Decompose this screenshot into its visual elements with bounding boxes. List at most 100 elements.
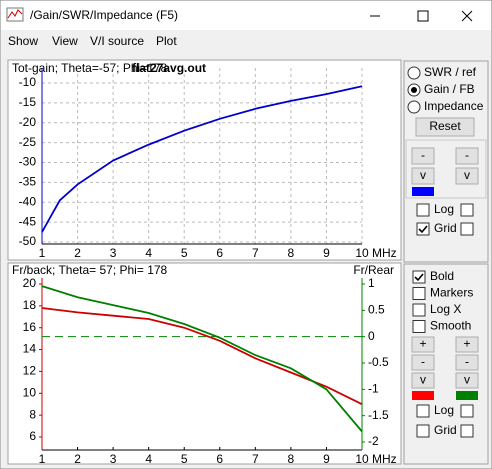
checkbox-label: Log: [434, 403, 454, 417]
checkbox[interactable]: [412, 320, 426, 333]
data-line: [41, 85, 363, 233]
color-swatch[interactable]: [412, 187, 434, 196]
y-tick-label: 14: [23, 342, 37, 356]
menu-item[interactable]: Plot: [156, 34, 177, 48]
checkbox-label: Markers: [430, 286, 473, 300]
chart-panel: [7, 59, 402, 261]
menu-item[interactable]: View: [52, 34, 78, 48]
button[interactable]: [455, 372, 479, 389]
y2-tick-label: 0: [368, 329, 375, 343]
y-tick-label: 10: [23, 385, 37, 399]
file-name: flat27avg.out: [132, 61, 206, 75]
checkbox[interactable]: [412, 287, 426, 300]
checkbox[interactable]: [412, 303, 426, 317]
x-tick-label: 7: [252, 452, 259, 466]
button-label: v: [464, 168, 470, 182]
check-mark: [418, 225, 428, 234]
check-mark: [414, 273, 424, 282]
checkbox[interactable]: [416, 404, 430, 418]
x-tick-label: 3: [110, 452, 117, 466]
radio-label: SWR / ref: [424, 65, 477, 79]
x-tick-label: 9: [323, 246, 330, 260]
checkbox-label: Grid: [434, 221, 457, 235]
radio-dot: [411, 87, 417, 93]
checkbox[interactable]: [460, 203, 474, 217]
y2-tick-label: -1: [368, 382, 379, 396]
title-bar: [1, 1, 491, 30]
button[interactable]: [455, 147, 479, 165]
y-tick-label: -25: [19, 135, 37, 149]
y2-tick-label: -2: [368, 434, 379, 448]
x-tick-label: 5: [181, 246, 188, 260]
button-label: -: [465, 355, 469, 369]
checkbox-label: Log X: [430, 302, 461, 316]
radio-label: Gain / FB: [424, 82, 475, 96]
y-tick-label: 6: [29, 429, 36, 443]
close-button[interactable]: [461, 10, 473, 22]
button[interactable]: [411, 147, 435, 165]
checkbox[interactable]: [416, 424, 430, 438]
x-tick-label: 6: [216, 452, 223, 466]
x-axis-label: MHz: [372, 246, 397, 260]
button[interactable]: [411, 354, 435, 371]
checkbox[interactable]: [460, 424, 474, 438]
x-tick-label: 5: [181, 452, 188, 466]
x-tick-label: 1: [39, 452, 46, 466]
x-tick-label: 10: [355, 452, 369, 466]
y-tick-label: 16: [23, 320, 37, 334]
button-label: v: [420, 373, 426, 387]
y-tick-label: -35: [19, 175, 37, 189]
button[interactable]: [411, 372, 435, 389]
menu-item[interactable]: Show: [8, 34, 38, 48]
y-tick-label: -40: [19, 194, 37, 208]
y-tick-label: 20: [23, 276, 37, 290]
x-tick-label: 4: [145, 452, 152, 466]
chart-title: Tot-gain; Theta=-57; Phi=178: [12, 61, 168, 75]
window-title: /Gain/SWR/Impedance (F5): [30, 8, 178, 22]
y2-tick-label: 1: [368, 276, 375, 290]
button[interactable]: [455, 354, 479, 371]
checkbox[interactable]: [412, 270, 426, 284]
maximize-button[interactable]: [417, 10, 429, 22]
checkbox-label: Log: [434, 202, 454, 216]
button-label: v: [420, 168, 426, 182]
y2-tick-label: 0.5: [368, 303, 385, 317]
button[interactable]: [455, 336, 479, 353]
checkbox[interactable]: [416, 222, 430, 236]
button-label: -: [421, 355, 425, 369]
y2-axis-label: Fr/Rear: [353, 263, 394, 277]
button[interactable]: [411, 336, 435, 353]
button-label: -: [465, 148, 469, 162]
checkbox[interactable]: [460, 404, 474, 418]
checkbox-label: Bold: [430, 269, 454, 283]
y-tick-label: 12: [23, 364, 37, 378]
radio-button[interactable]: [407, 100, 421, 114]
y-tick-label: 18: [23, 298, 37, 312]
y2-tick-label: -0.5: [368, 355, 389, 369]
color-swatch[interactable]: [412, 391, 434, 400]
x-tick-label: 10: [355, 246, 369, 260]
radio-button[interactable]: [407, 66, 421, 80]
menu-item[interactable]: V/I source: [90, 34, 144, 48]
checkbox[interactable]: [416, 203, 430, 217]
control-group: [403, 60, 489, 263]
app-icon: [6, 7, 24, 22]
button[interactable]: [455, 167, 479, 185]
x-tick-label: 1: [39, 246, 46, 260]
control-group: [403, 263, 489, 465]
y2-tick-label: -1.5: [368, 408, 389, 422]
button[interactable]: [415, 117, 475, 137]
checkbox[interactable]: [460, 222, 474, 236]
color-swatch[interactable]: [456, 391, 478, 400]
y-tick-label: -20: [19, 115, 37, 129]
data-line: [41, 285, 363, 433]
button[interactable]: [411, 167, 435, 185]
x-tick-label: 8: [288, 246, 295, 260]
x-tick-label: 9: [323, 452, 330, 466]
button-label: Reset: [429, 119, 461, 133]
x-tick-label: 3: [110, 246, 117, 260]
checkbox-label: Smooth: [430, 319, 471, 333]
button-label: +: [463, 337, 470, 351]
x-tick-label: 2: [74, 452, 81, 466]
